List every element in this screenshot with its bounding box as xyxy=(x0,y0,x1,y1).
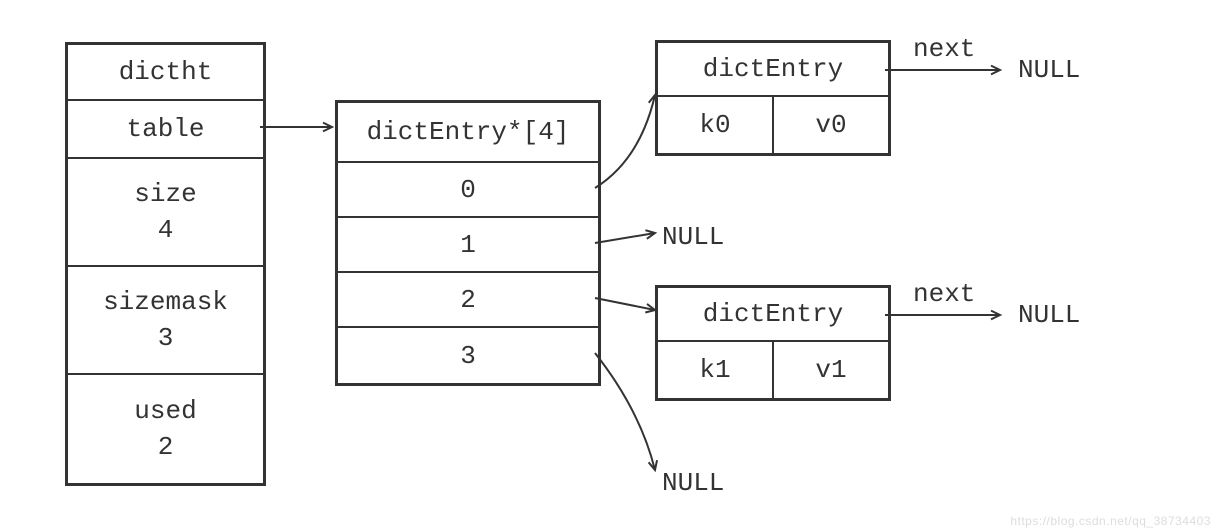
array-slot-3: 3 xyxy=(338,328,598,383)
dictht-used-label: used xyxy=(134,396,196,426)
entry0-kv-row: k0 v0 xyxy=(658,97,888,153)
entry1-box: dictEntry k1 v1 xyxy=(655,285,891,401)
array-slot-0: 0 xyxy=(338,163,598,218)
array-slot-1: 1 xyxy=(338,218,598,273)
dictht-sizemask-value: 3 xyxy=(158,323,174,353)
entry1-next-target: NULL xyxy=(1018,300,1080,330)
dictht-header: dictht xyxy=(68,45,263,101)
entry0-box: dictEntry k0 v0 xyxy=(655,40,891,156)
null-label-3: NULL xyxy=(662,468,724,498)
entry0-key: k0 xyxy=(658,97,774,153)
dictht-box: dictht table size 4 sizemask 3 used 2 xyxy=(65,42,266,486)
entry0-next-label: next xyxy=(913,34,975,64)
dictht-row-size: size 4 xyxy=(68,159,263,267)
null-label-1: NULL xyxy=(662,222,724,252)
array-slot-2: 2 xyxy=(338,273,598,328)
array-header: dictEntry*[4] xyxy=(338,103,598,163)
dictht-row-sizemask: sizemask 3 xyxy=(68,267,263,375)
dictht-size-label: size xyxy=(134,179,196,209)
entry1-key: k1 xyxy=(658,342,774,398)
entry1-val: v1 xyxy=(774,342,888,398)
watermark: https://blog.csdn.net/qq_38734403 xyxy=(1010,514,1211,528)
array-box: dictEntry*[4] 0 1 2 3 xyxy=(335,100,601,386)
entry1-next-label: next xyxy=(913,279,975,309)
dictht-row-used: used 2 xyxy=(68,375,263,483)
dictht-used-value: 2 xyxy=(158,432,174,462)
entry0-val: v0 xyxy=(774,97,888,153)
entry0-header: dictEntry xyxy=(658,43,888,97)
dictht-size-value: 4 xyxy=(158,215,174,245)
dictht-row-table: table xyxy=(68,101,263,159)
entry0-next-target: NULL xyxy=(1018,55,1080,85)
dictht-sizemask-label: sizemask xyxy=(103,287,228,317)
entry1-header: dictEntry xyxy=(658,288,888,342)
entry1-kv-row: k1 v1 xyxy=(658,342,888,398)
